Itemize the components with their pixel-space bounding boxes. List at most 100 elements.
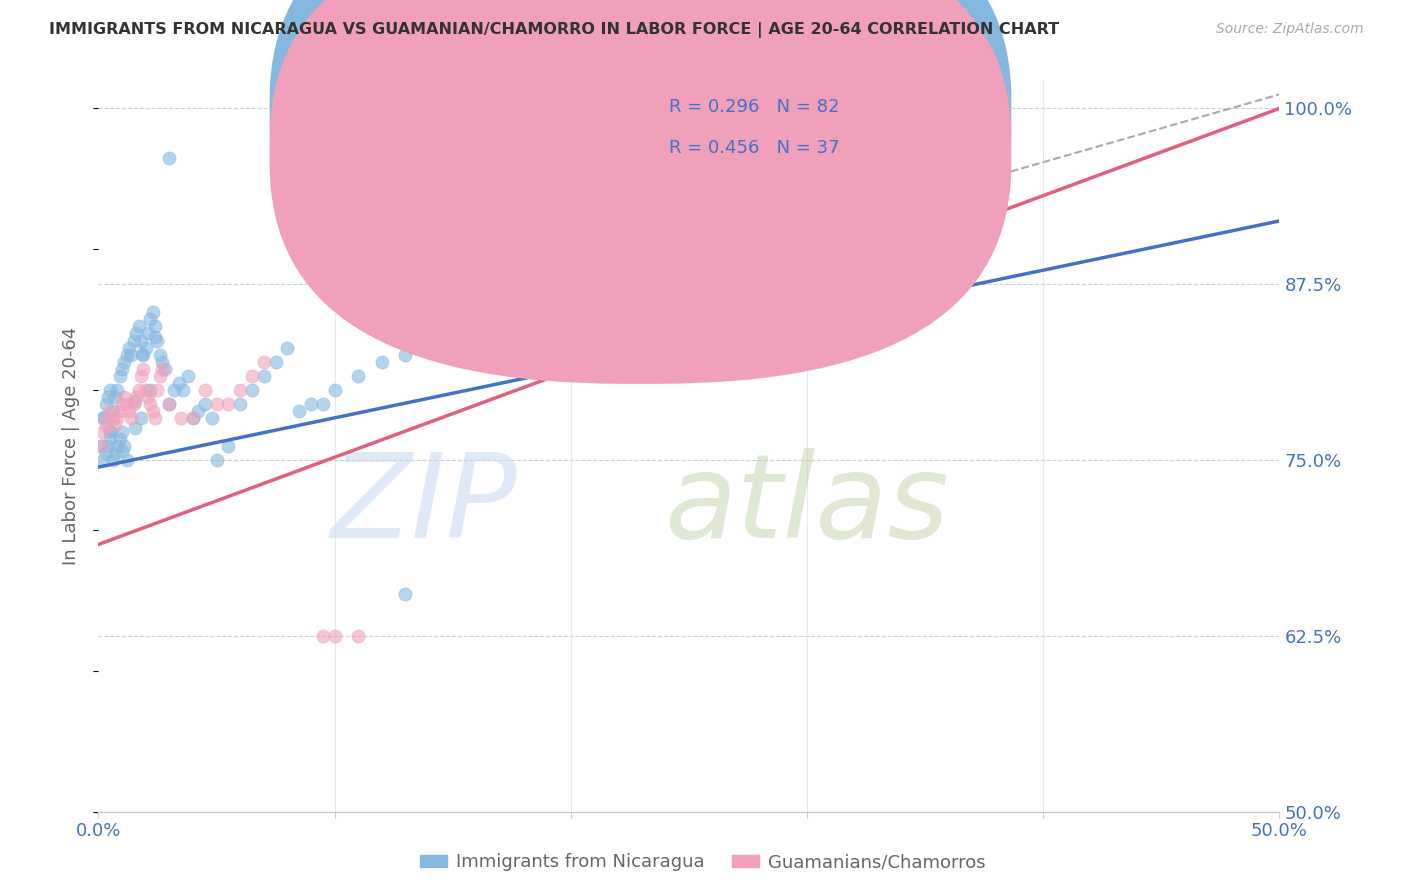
Point [128, 319, 150, 334]
Point [146, 334, 169, 348]
Point [312, 629, 335, 643]
Point [91, 425, 114, 439]
Point [129, 368, 152, 383]
Text: IMMIGRANTS FROM NICARAGUA VS GUAMANIAN/CHAMORRO IN LABOR FORCE | AGE 20-64 CORRE: IMMIGRANTS FROM NICARAGUA VS GUAMANIAN/C… [49, 22, 1059, 38]
Point [347, 368, 370, 383]
Point [128, 383, 150, 397]
Point [489, 305, 512, 319]
Point [105, 410, 128, 425]
Point [201, 410, 224, 425]
Point [124, 420, 146, 434]
Legend: Immigrants from Nicaragua, Guamanians/Chamorros: Immigrants from Nicaragua, Guamanians/Ch… [413, 847, 993, 879]
Point [312, 397, 335, 411]
Point [104, 390, 127, 404]
Point [394, 348, 416, 362]
Point [94, 417, 117, 432]
Point [299, 397, 322, 411]
Point [172, 383, 194, 397]
Point [820, 256, 842, 270]
Point [139, 397, 162, 411]
Point [104, 417, 127, 432]
Point [139, 384, 162, 398]
Point [97, 410, 120, 425]
Point [94, 397, 117, 411]
Point [177, 368, 200, 383]
Point [97, 439, 120, 453]
Point [132, 348, 155, 362]
Point [702, 270, 724, 285]
Point [115, 453, 138, 467]
Point [94, 446, 117, 460]
Text: R = 0.296   N = 82: R = 0.296 N = 82 [669, 98, 839, 116]
Point [866, 242, 889, 256]
Point [98, 432, 121, 446]
Point [187, 404, 209, 418]
Text: atlas: atlas [665, 448, 949, 562]
Point [111, 361, 134, 376]
Point [146, 383, 169, 397]
Point [441, 326, 464, 341]
Point [118, 341, 141, 355]
Point [654, 270, 676, 285]
Point [143, 319, 166, 334]
Point [240, 383, 263, 397]
Point [105, 439, 128, 453]
Point [149, 368, 172, 383]
Point [323, 629, 346, 643]
Point [105, 383, 128, 397]
Point [93, 409, 115, 424]
Point [170, 410, 193, 425]
Point [104, 446, 127, 460]
Point [101, 404, 124, 418]
Point [181, 410, 204, 425]
Point [111, 443, 134, 458]
Point [264, 354, 287, 368]
Point [157, 397, 180, 411]
Point [465, 312, 488, 326]
Point [142, 404, 165, 418]
Point [135, 383, 157, 397]
Point [98, 383, 121, 397]
Point [115, 348, 138, 362]
Point [323, 383, 346, 397]
Point [205, 453, 228, 467]
Point [394, 587, 416, 601]
Point [150, 361, 173, 376]
Point [194, 383, 217, 397]
Point [288, 404, 311, 418]
Point [90, 439, 112, 453]
Point [97, 390, 120, 404]
Point [118, 404, 141, 418]
Point [136, 390, 159, 404]
Point [122, 397, 145, 411]
Point [111, 425, 134, 439]
Text: R = 0.456   N = 37: R = 0.456 N = 37 [669, 139, 839, 157]
Point [844, 249, 866, 263]
Text: Source: ZipAtlas.com: Source: ZipAtlas.com [1216, 22, 1364, 37]
Point [347, 629, 370, 643]
Point [129, 411, 152, 425]
Point [914, 227, 936, 242]
Point [725, 285, 748, 299]
Point [772, 270, 794, 285]
Point [112, 390, 135, 404]
Point [276, 341, 298, 355]
Point [108, 404, 131, 418]
Point [91, 410, 114, 425]
Point [111, 397, 134, 411]
Point [115, 397, 138, 411]
Point [132, 361, 155, 376]
Point [101, 453, 124, 467]
Point [135, 341, 157, 355]
FancyBboxPatch shape [270, 0, 1011, 343]
Point [167, 376, 190, 390]
Point [125, 390, 148, 404]
Point [121, 348, 143, 362]
Point [122, 334, 145, 348]
Point [512, 298, 534, 312]
Point [112, 439, 135, 453]
Point [108, 432, 131, 446]
Point [890, 235, 912, 249]
Point [229, 383, 252, 397]
Point [205, 397, 228, 411]
